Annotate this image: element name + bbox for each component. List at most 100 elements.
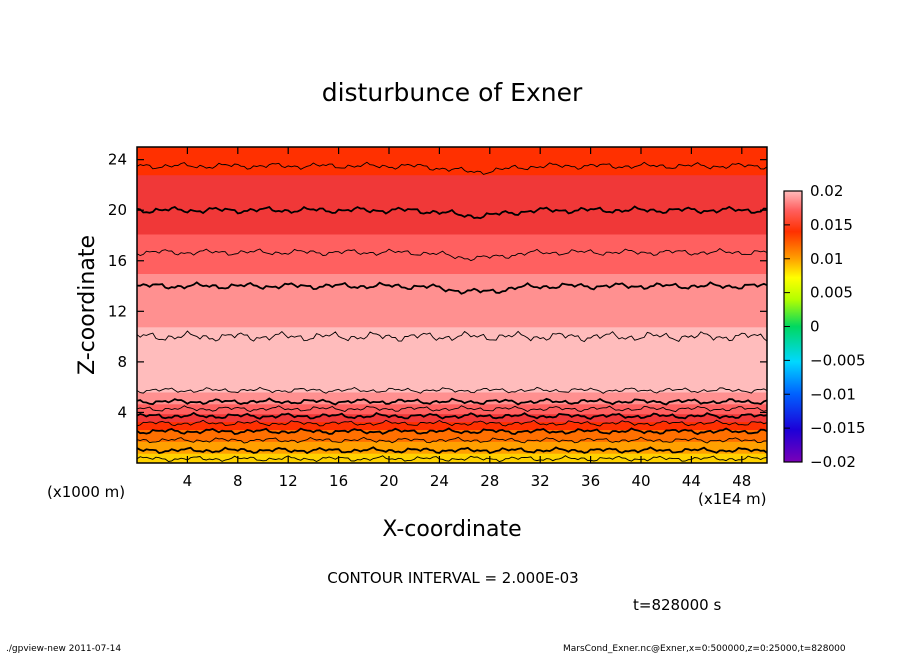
- contour-band: [137, 204, 767, 207]
- y-tick-label: 20: [108, 201, 127, 219]
- contour-band: [137, 216, 767, 219]
- contour-band: [137, 180, 767, 184]
- x-tick-label: 32: [531, 472, 550, 490]
- contour-band: [137, 314, 767, 318]
- contour-band: [137, 336, 767, 340]
- contour-band: [137, 395, 767, 399]
- contour-band: [137, 443, 767, 446]
- contour-band: [137, 433, 767, 436]
- y-tick-label: 12: [108, 302, 127, 320]
- contour-band: [137, 257, 767, 261]
- contour-band: [137, 287, 767, 290]
- contour-band: [137, 206, 767, 209]
- contour-interval-note: CONTOUR INTERVAL = 2.000E-03: [327, 569, 578, 587]
- time-label: t=828000 s: [633, 596, 721, 614]
- y-axis-label: Z-coordinate: [75, 235, 100, 375]
- contour-band: [137, 275, 767, 278]
- contour-line: [137, 386, 767, 394]
- contour-band: [137, 376, 767, 379]
- x-tick-label: 44: [682, 472, 701, 490]
- contour-line: [137, 161, 767, 175]
- contour-band: [137, 297, 767, 300]
- contour-band: [137, 200, 767, 203]
- y-tick-label: 4: [117, 403, 127, 421]
- contour-band: [137, 407, 767, 411]
- contour-band: [137, 399, 767, 403]
- contour-band: [137, 188, 767, 192]
- contour-band: [137, 441, 767, 444]
- contour-band: [137, 423, 767, 427]
- contour-band: [137, 170, 767, 174]
- contour-band: [137, 243, 767, 247]
- contour-band: [137, 178, 767, 182]
- contour-band: [137, 453, 767, 456]
- contour-band: [137, 156, 767, 160]
- contour-band: [137, 283, 767, 286]
- contour-band: [137, 334, 767, 338]
- colorbar-tick-label: −0.015: [810, 419, 866, 437]
- contour-band: [137, 403, 767, 407]
- contour-band: [137, 425, 767, 429]
- contour-band: [137, 154, 767, 158]
- contour-band: [137, 344, 767, 348]
- contour-line: [137, 411, 767, 420]
- contour-band: [137, 164, 767, 168]
- contour-band: [137, 391, 767, 395]
- contour-band: [137, 253, 767, 257]
- x-tick-label: 28: [480, 472, 499, 490]
- y-axis: 4 8 12 16 20 24: [108, 151, 767, 421]
- colorbar-tick-label: −0.01: [810, 385, 856, 403]
- contour-band: [137, 184, 767, 188]
- contour-band: [137, 384, 767, 387]
- contour-band: [137, 172, 767, 176]
- contour-band: [137, 239, 767, 243]
- contour-band: [137, 445, 767, 448]
- contour-band: [137, 305, 767, 308]
- contour-band: [137, 271, 767, 274]
- contour-band: [137, 295, 767, 298]
- footer-right: MarsCond_Exner.nc@Exner,x=0:500000,z=0:2…: [563, 644, 846, 654]
- contour-band: [137, 378, 767, 381]
- contour-band: [137, 186, 767, 190]
- contour-band: [137, 231, 767, 235]
- contour-line: [137, 330, 767, 343]
- contour-band: [137, 356, 767, 359]
- x-axis: 4 8 12 16 20 24 28 32 36 40 44 48: [183, 147, 751, 490]
- contour-band: [137, 324, 767, 328]
- x-tick-label: 40: [631, 472, 650, 490]
- contour-band: [137, 364, 767, 367]
- contour-band: [137, 174, 767, 178]
- contour-band: [137, 299, 767, 302]
- contour-band: [137, 245, 767, 249]
- contour-band: [137, 455, 767, 458]
- contour-band: [137, 249, 767, 253]
- contour-band: [137, 431, 767, 434]
- contour-band: [137, 447, 767, 450]
- contour-band: [137, 233, 767, 237]
- contour-band: [137, 437, 767, 440]
- colorbar-tick-label: 0: [810, 318, 820, 336]
- contour-band: [137, 196, 767, 199]
- contour-band: [137, 328, 767, 332]
- contour-band: [137, 251, 767, 255]
- contour-band: [137, 226, 767, 229]
- contour-band: [137, 368, 767, 371]
- contour-band: [137, 326, 767, 330]
- contour-line: [137, 455, 767, 463]
- contour-band: [137, 150, 767, 154]
- contour-band: [137, 312, 767, 316]
- contour-band: [137, 427, 767, 431]
- y-tick-label: 16: [108, 252, 127, 270]
- contour-band: [137, 330, 767, 334]
- contour-band: [137, 176, 767, 180]
- contour-band: [137, 322, 767, 326]
- contour-band: [137, 202, 767, 205]
- contour-band: [137, 411, 767, 415]
- x-tick-label: 20: [379, 472, 398, 490]
- contour-band: [137, 366, 767, 369]
- contour-band: [137, 320, 767, 324]
- contour-band: [137, 212, 767, 215]
- colorbar-tick-label: 0.01: [810, 250, 843, 268]
- contour-line: [137, 397, 767, 406]
- contour-band: [137, 218, 767, 221]
